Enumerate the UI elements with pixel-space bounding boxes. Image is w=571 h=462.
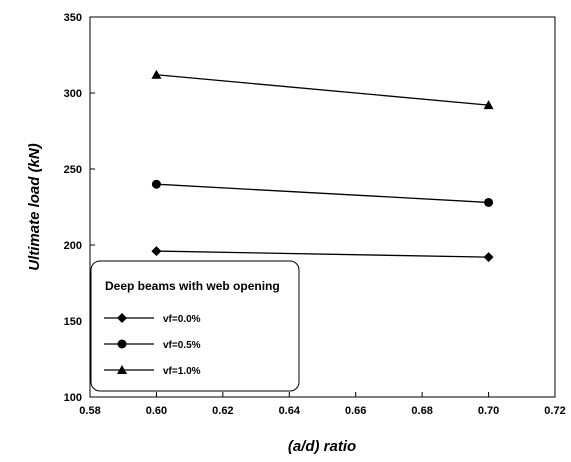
y-tick-label: 150 — [64, 316, 82, 328]
legend-label: vf=0.0% — [163, 314, 201, 325]
legend-label: vf=0.5% — [163, 340, 201, 351]
data-point — [484, 197, 494, 207]
series-line — [156, 183, 489, 204]
y-tick-label: 200 — [64, 240, 82, 252]
series-line — [156, 250, 489, 258]
legend-box — [90, 260, 300, 392]
series-layer — [151, 69, 494, 263]
legend-label: vf=1.0% — [163, 366, 201, 377]
legend-entry: vf=1.0% — [104, 365, 201, 377]
legend-marker — [117, 339, 127, 349]
y-tick-label: 300 — [64, 88, 82, 100]
y-tick-label: 250 — [64, 164, 82, 176]
x-tick-label: 0.68 — [411, 405, 432, 417]
plot-frame — [89, 16, 556, 398]
x-tick-label: 0.64 — [279, 405, 301, 417]
data-point — [483, 252, 494, 263]
series-circle — [151, 179, 494, 207]
y-axis-title: Ultimate load (kN) — [26, 143, 43, 271]
legend-entry: vf=0.0% — [104, 313, 201, 325]
series-triangle — [151, 69, 494, 110]
data-point — [151, 246, 162, 257]
x-axis: 0.58 0.60 0.62 0.64 0.66 0.68 0.70 0.72 — [79, 392, 566, 417]
legend-title: Deep beams with web opening — [105, 279, 280, 293]
legend-marker — [117, 365, 127, 374]
x-tick-label: 0.62 — [212, 405, 233, 417]
data-point — [151, 69, 162, 79]
y-tick-label: 100 — [64, 392, 82, 404]
legend-entry: vf=0.5% — [104, 339, 201, 351]
x-tick-label: 0.70 — [478, 405, 499, 417]
series-line — [156, 74, 489, 106]
y-tick-label: 350 — [64, 12, 82, 24]
x-tick-label: 0.60 — [146, 405, 167, 417]
x-tick-label: 0.66 — [345, 405, 366, 417]
data-point — [151, 179, 161, 189]
x-tick-label: 0.72 — [544, 405, 565, 417]
x-axis-title: (a/d) ratio — [288, 438, 356, 455]
legend-marker — [117, 313, 127, 323]
series-diamond — [151, 246, 494, 263]
data-point — [483, 100, 494, 110]
legend: Deep beams with web opening vf=0.0%vf=0.… — [90, 260, 300, 392]
legend-entries: vf=0.0% vf=0.5% vf=1.0% — [104, 313, 201, 377]
x-tick-label: 0.58 — [79, 405, 100, 417]
